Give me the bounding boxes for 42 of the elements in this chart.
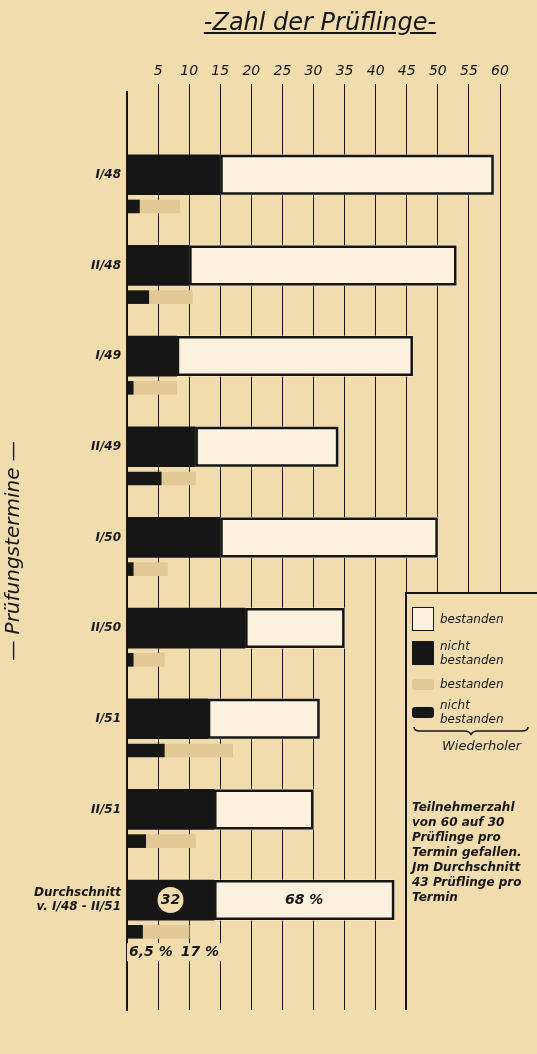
bar	[132, 380, 178, 395]
x-tick-label: 35	[335, 62, 354, 79]
legend-label: nicht bestanden	[440, 698, 505, 726]
annotation: 32	[160, 890, 181, 907]
x-tick-label: 10	[180, 62, 199, 79]
x-tick-label: 30	[304, 62, 323, 79]
legend-title: Wiederholer	[442, 738, 523, 753]
legend-label: bestanden	[440, 612, 504, 626]
bar	[160, 471, 196, 486]
annotation: 17 %	[180, 942, 220, 959]
x-tick-label: 55	[460, 62, 478, 79]
y-tick-label: Durchschnitt v. I/48 - II/51	[33, 884, 123, 914]
y-tick-label: II/48	[90, 257, 121, 272]
x-axis-title: -Zahl der Prüflinge-	[202, 8, 438, 36]
y-tick-label: I/51	[95, 710, 121, 725]
y-tick-label: II/49	[90, 438, 121, 453]
legend-label: nicht bestanden	[440, 639, 505, 667]
x-tick-label: 50	[428, 62, 447, 79]
bar	[139, 199, 181, 214]
y-axis-title: — Prüfungstermine —	[0, 441, 25, 661]
y-tick-label: II/50	[90, 620, 121, 635]
bar	[132, 652, 165, 667]
y-tick-label: I/48	[95, 166, 121, 181]
bar	[163, 743, 234, 758]
y-tick-label: I/50	[95, 529, 121, 544]
annotation: Teilnehmerzahl von 60 auf 30 Prüflinge pro Termin gefallen. Jm Durchschnitt 43 Prüflinge pro Termin	[412, 800, 523, 905]
bar	[148, 290, 193, 304]
x-tick-label: 5	[153, 62, 163, 79]
annotation: 68 %	[284, 890, 324, 907]
bar	[132, 562, 168, 576]
y-tick-label: II/51	[90, 801, 121, 816]
bar	[145, 834, 196, 848]
bar	[142, 924, 190, 939]
x-tick-label: 15	[211, 62, 230, 79]
legend-label: bestanden	[440, 677, 504, 691]
x-tick-label: 45	[397, 62, 416, 79]
x-tick-label: 60	[491, 62, 509, 79]
x-tick-label: 20	[242, 62, 261, 79]
y-tick-label: I/49	[95, 348, 121, 363]
x-tick-label: 40	[366, 62, 385, 79]
x-tick-label: 25	[273, 62, 292, 79]
annotation: 6,5 %	[129, 942, 173, 959]
